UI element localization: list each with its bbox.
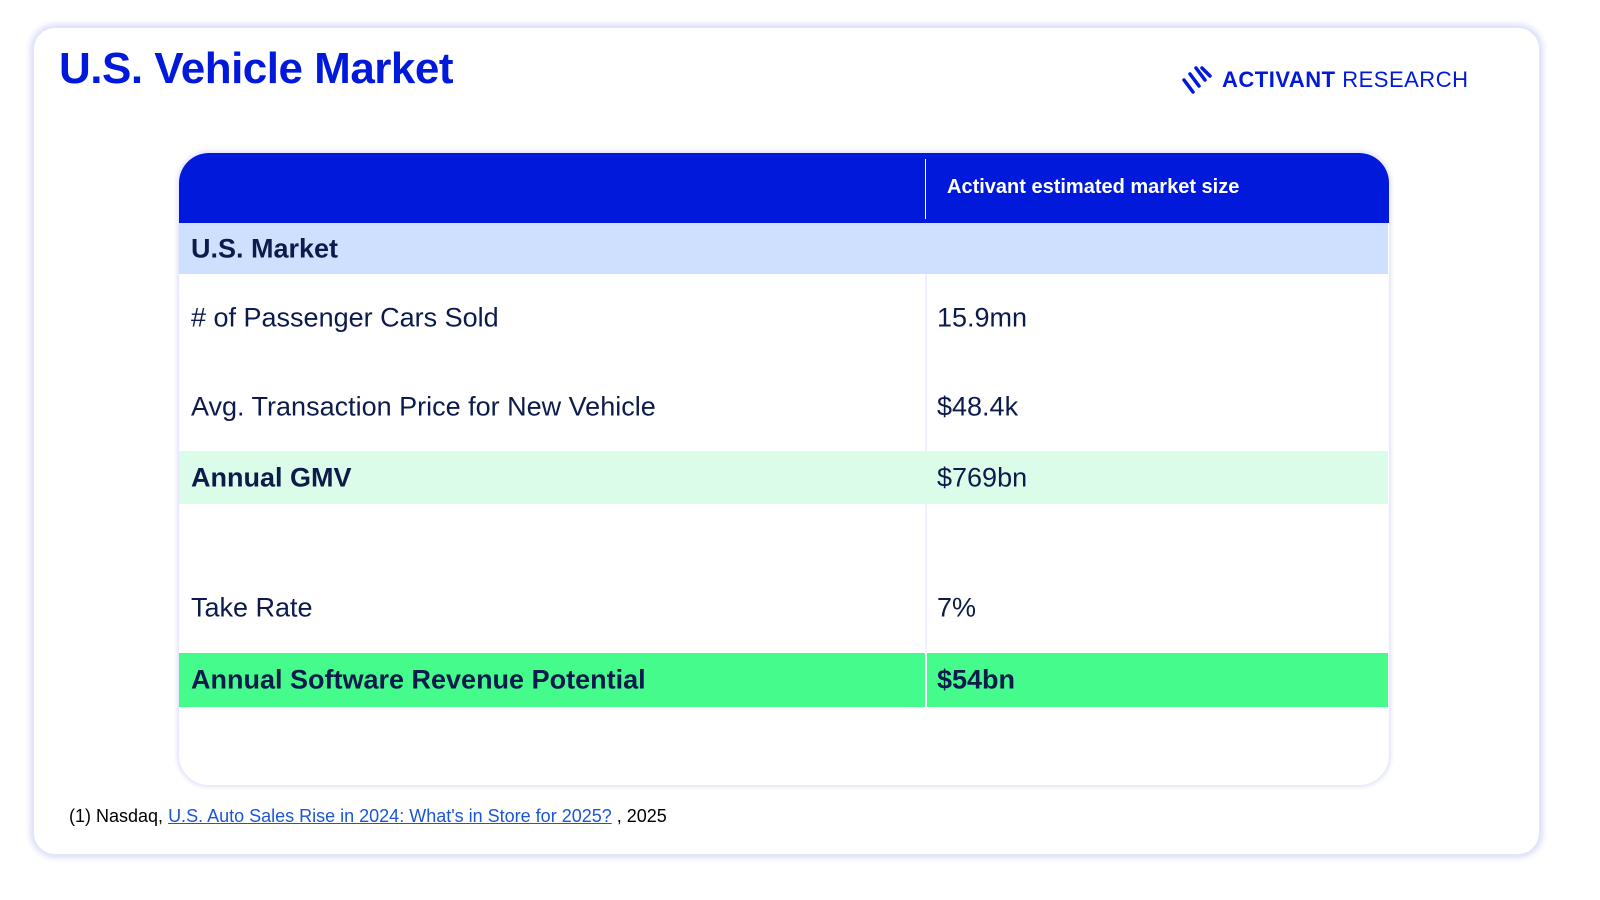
table-row-gmv: Annual GMV $769bn — [179, 451, 1388, 504]
table-row: Take Rate 7% — [179, 562, 1388, 653]
table-row: Avg. Transaction Price for New Vehicle $… — [179, 362, 1388, 451]
logo-brand: ACTIVANT — [1222, 67, 1336, 92]
row-value: 15.9mn — [937, 302, 1028, 333]
row-value: $769bn — [937, 462, 1028, 492]
section-label: U.S. Market — [191, 233, 339, 263]
table-row: # of Passenger Cars Sold 15.9mn — [179, 274, 1388, 362]
row-label: Annual Software Revenue Potential — [191, 664, 646, 695]
footnote-link[interactable]: U.S. Auto Sales Rise in 2024: What's in … — [168, 806, 612, 826]
row-value: 7% — [937, 592, 977, 622]
row-label: Avg. Transaction Price for New Vehicle — [191, 391, 656, 421]
footnote: (1) Nasdaq, U.S. Auto Sales Rise in 2024… — [69, 806, 667, 827]
row-value: $48.4k — [937, 391, 1019, 421]
row-label: Annual GMV — [191, 462, 352, 492]
section-row: U.S. Market — [179, 223, 1388, 274]
header-market-size: Activant estimated market size — [947, 176, 1240, 198]
market-size-table: Activant estimated market size U.S. Mark… — [179, 153, 1389, 785]
footnote-year: , 2025 — [616, 806, 667, 826]
row-label: # of Passenger Cars Sold — [191, 302, 499, 333]
row-label: Take Rate — [191, 592, 313, 622]
logo-suffix: RESEARCH — [1342, 67, 1469, 92]
table-header: Activant estimated market size — [179, 153, 1389, 223]
page-title: U.S. Vehicle Market — [59, 44, 454, 93]
footnote-source: (1) Nasdaq, — [69, 806, 164, 826]
row-value: $54bn — [937, 664, 1016, 695]
activant-logo: ACTIVANT RESEARCH — [1182, 66, 1468, 94]
table-row-revenue: Annual Software Revenue Potential $54bn — [179, 653, 1388, 707]
activant-logo-icon — [1182, 66, 1212, 94]
